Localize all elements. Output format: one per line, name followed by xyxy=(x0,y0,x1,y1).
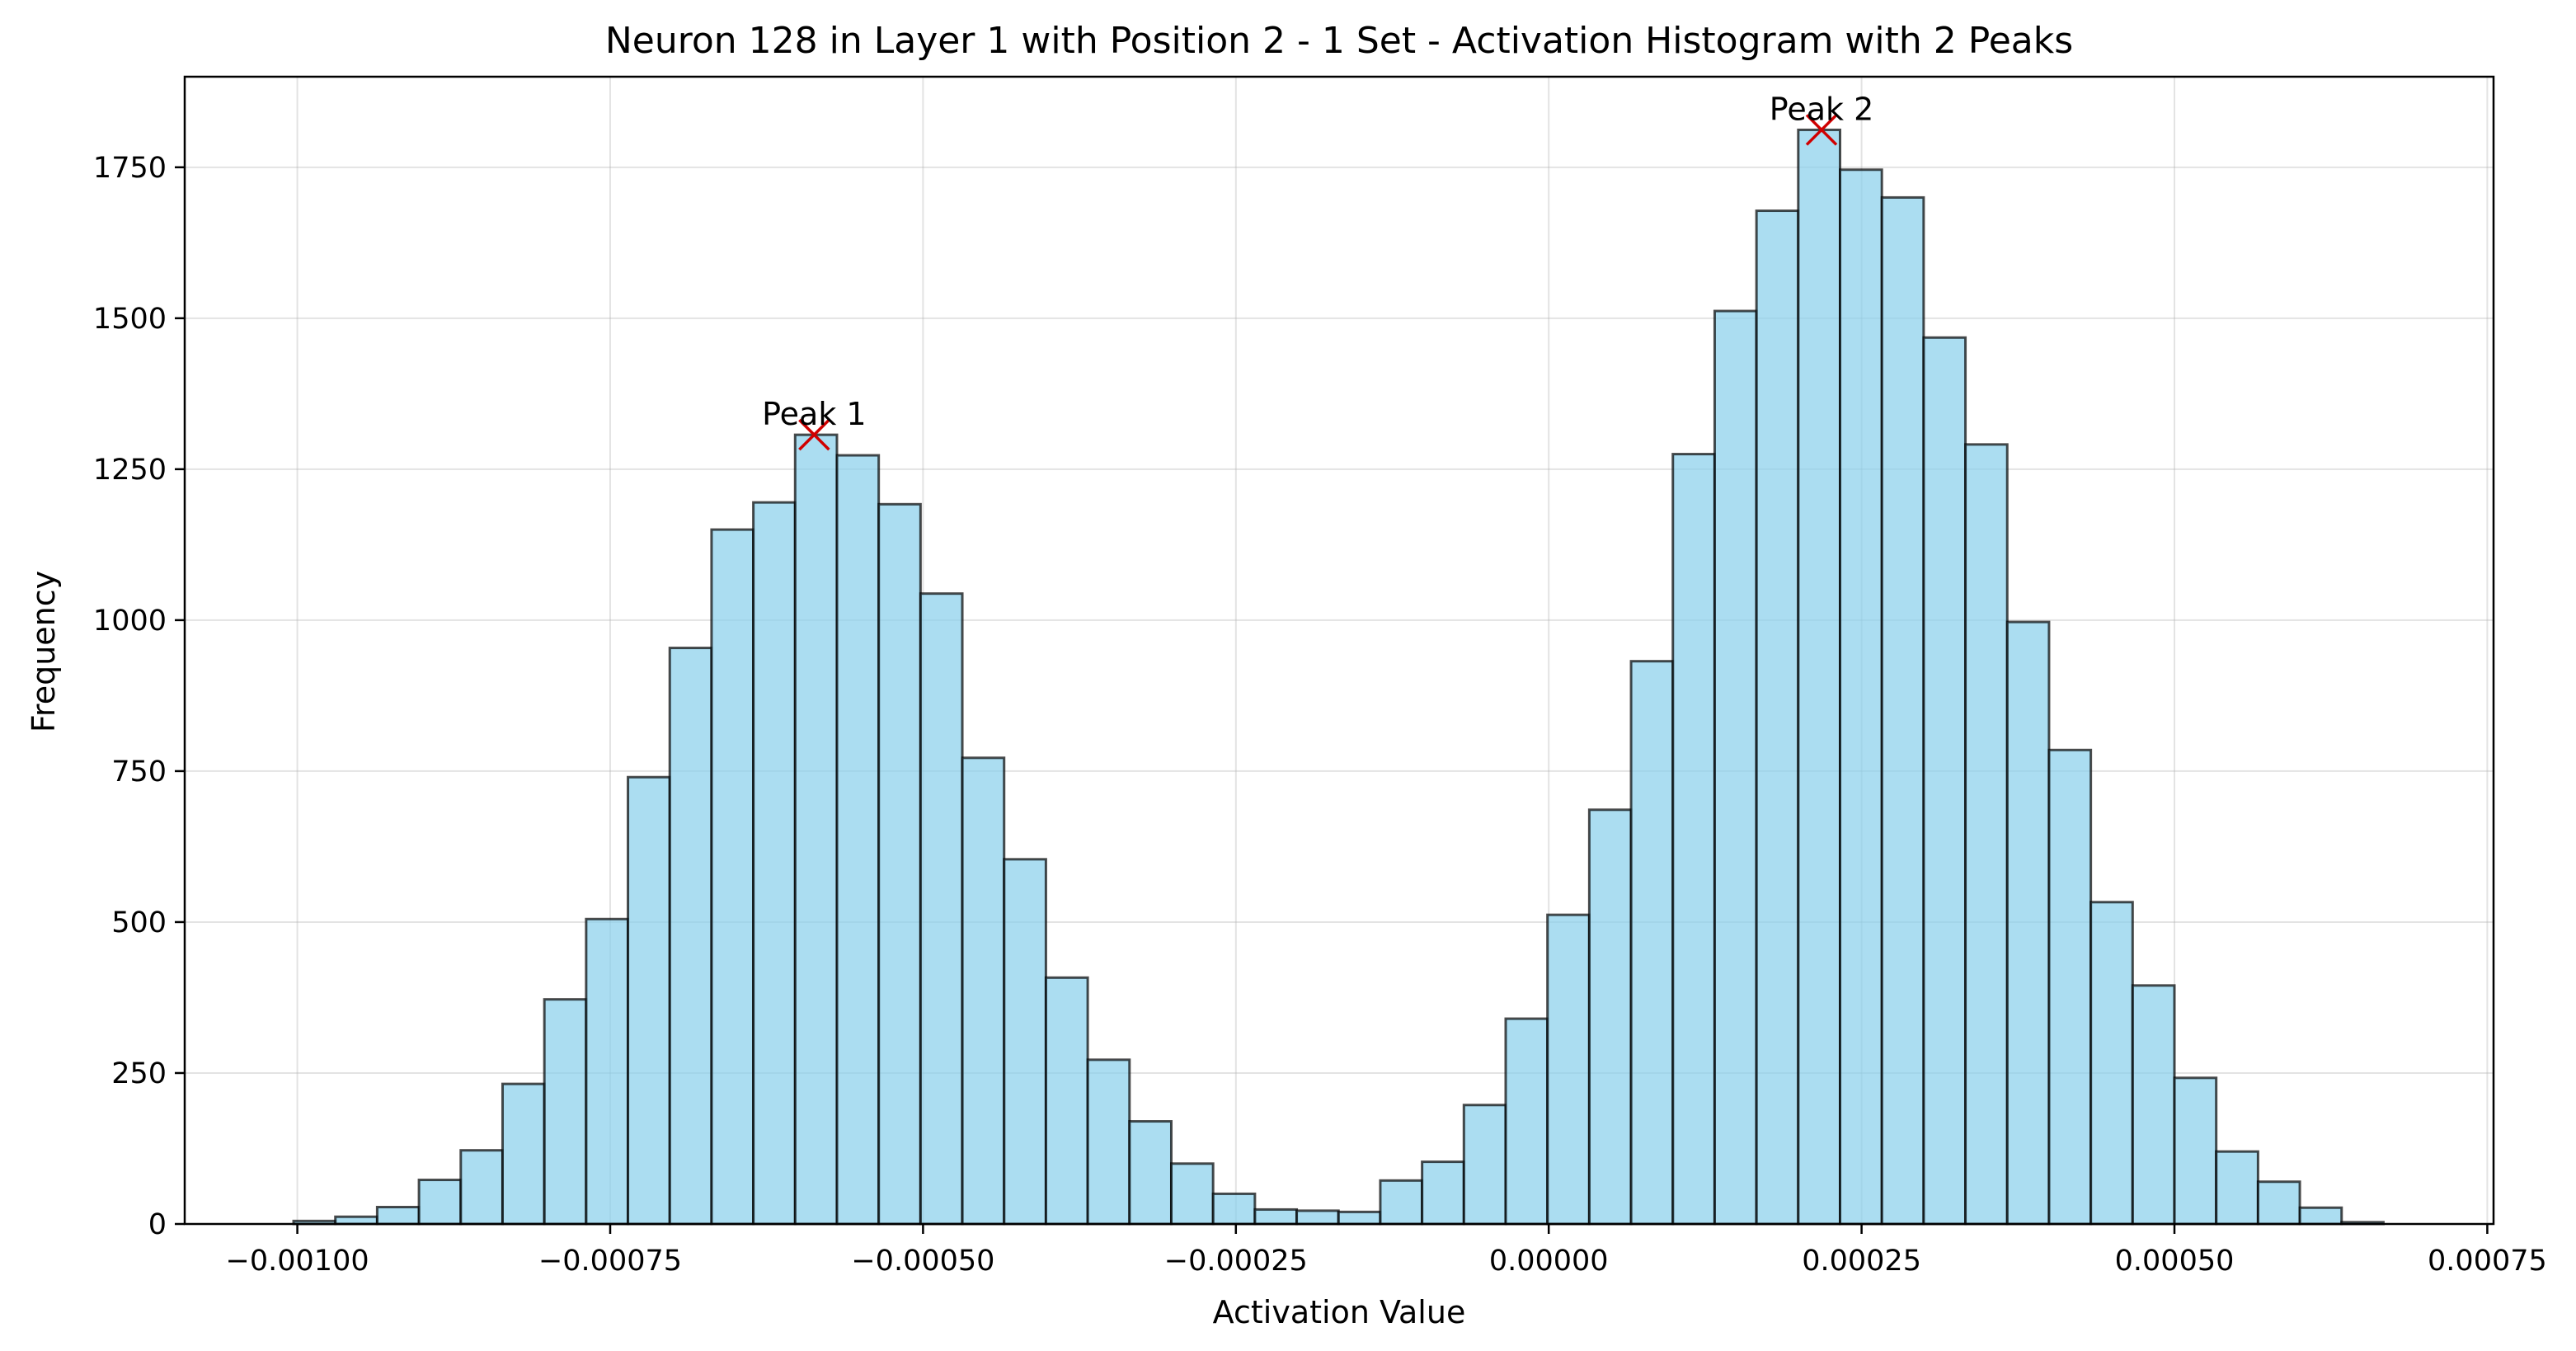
histogram-bar xyxy=(1295,1209,1340,1226)
histogram-bar xyxy=(1671,453,1716,1226)
histogram-bar xyxy=(961,756,1006,1226)
x-tick-label: −0.00075 xyxy=(538,1245,682,1278)
x-axis-label: Activation Value xyxy=(1213,1294,1466,1330)
histogram-bar xyxy=(710,528,755,1226)
y-tick-label: 1250 xyxy=(93,454,167,487)
histogram-bar xyxy=(627,775,671,1226)
histogram-bar xyxy=(1880,195,1925,1226)
peak-markers: Peak 1 Peak 2 xyxy=(762,91,1874,451)
histogram-bar xyxy=(2173,1076,2218,1226)
histogram-bar xyxy=(459,1149,504,1226)
x-tick-label: 0.00025 xyxy=(1802,1245,1921,1278)
histogram-bar xyxy=(1253,1207,1299,1226)
y-tick-label: 1000 xyxy=(93,605,167,638)
y-tick-label: 1500 xyxy=(93,303,167,336)
y-axis-ticks: 0 250 500 750 1000 1250 1500 1750 xyxy=(93,152,185,1241)
histogram-bar xyxy=(1211,1192,1257,1226)
histogram-bar xyxy=(543,998,588,1226)
histogram-bar xyxy=(1839,168,1883,1226)
histogram-bar xyxy=(1587,808,1633,1226)
histogram-bar xyxy=(752,501,797,1226)
y-tick-label: 750 xyxy=(111,756,167,788)
histogram-bar xyxy=(2256,1180,2301,1226)
histogram-bar xyxy=(1546,913,1591,1226)
x-tick-label: 0.00000 xyxy=(1489,1245,1609,1278)
y-tick-label: 0 xyxy=(148,1208,167,1241)
histogram-bar xyxy=(2215,1150,2259,1226)
histogram-bar xyxy=(1379,1179,1424,1226)
histogram-bar xyxy=(1169,1162,1215,1226)
histogram-bar xyxy=(1086,1058,1131,1226)
histogram-bar xyxy=(501,1082,546,1226)
histogram-bar xyxy=(1462,1104,1507,1226)
peak-x-marker xyxy=(798,418,830,451)
histogram-bar xyxy=(668,647,713,1226)
histogram-bar xyxy=(375,1206,421,1226)
x-tick-label: 0.00050 xyxy=(2115,1245,2235,1278)
x-tick-label: −0.00050 xyxy=(851,1245,994,1278)
histogram-bar xyxy=(417,1179,463,1226)
histogram-bar xyxy=(793,433,839,1226)
histogram-bar xyxy=(1421,1160,1465,1226)
histogram-bar xyxy=(1964,443,2009,1226)
x-axis-ticks: −0.00100 −0.00075 −0.00050 −0.00025 0.00000 0… xyxy=(226,1224,2547,1278)
histogram-bar xyxy=(1128,1120,1173,1226)
histogram-bar xyxy=(1922,336,1967,1226)
histogram-bar xyxy=(1337,1210,1382,1226)
histogram-bar xyxy=(919,592,964,1226)
histogram-bar xyxy=(1629,660,1675,1226)
histogram-bar xyxy=(1797,128,1842,1226)
histogram-bar xyxy=(877,502,922,1226)
histogram-bars xyxy=(292,128,2385,1226)
histogram-bar xyxy=(2089,901,2134,1226)
y-tick-label: 250 xyxy=(111,1057,167,1090)
chart-title: Neuron 128 in Layer 1 with Position 2 - … xyxy=(605,20,2073,62)
peak-label: Peak 2 xyxy=(1770,91,1874,127)
histogram-bar xyxy=(1713,309,1758,1226)
histogram-bar xyxy=(1003,858,1047,1226)
histogram-bar xyxy=(2047,748,2093,1226)
histogram-bar xyxy=(2298,1206,2343,1226)
y-tick-label: 500 xyxy=(111,906,167,939)
histogram-bar xyxy=(1504,1017,1549,1226)
histogram-bar xyxy=(835,454,881,1226)
x-tick-label: −0.00025 xyxy=(1164,1245,1308,1278)
histogram-bar xyxy=(1044,976,1089,1226)
histogram-bar xyxy=(334,1215,378,1226)
histogram-bar xyxy=(2005,620,2051,1226)
plot-frame xyxy=(183,75,2495,1226)
peak-x-marker xyxy=(1805,114,1838,146)
histogram-bar xyxy=(2131,984,2176,1226)
peak-label: Peak 1 xyxy=(762,396,867,432)
y-axis-label: Frequency xyxy=(26,571,62,732)
histogram-bar xyxy=(585,917,630,1226)
x-tick-label: 0.00075 xyxy=(2428,1245,2547,1278)
histogram-bar xyxy=(1755,209,1800,1226)
x-tick-label: −0.00100 xyxy=(226,1245,369,1278)
y-tick-label: 1750 xyxy=(93,152,167,185)
